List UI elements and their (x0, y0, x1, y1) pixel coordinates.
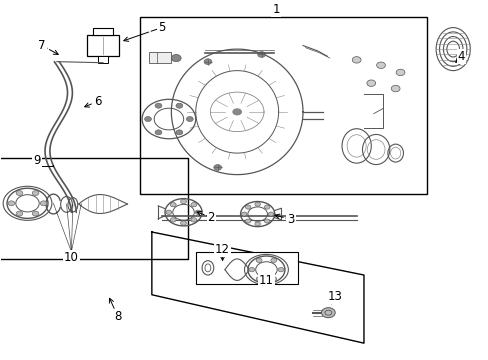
Circle shape (32, 211, 39, 216)
Text: 11: 11 (259, 274, 273, 287)
Circle shape (321, 308, 334, 318)
Text: 4: 4 (457, 50, 464, 63)
Circle shape (195, 210, 201, 215)
Circle shape (170, 218, 176, 222)
Circle shape (176, 103, 183, 108)
Bar (98, 56, 108, 63)
Circle shape (203, 59, 211, 64)
Circle shape (165, 210, 172, 215)
Circle shape (8, 201, 15, 206)
Circle shape (176, 130, 183, 135)
Text: 7: 7 (39, 39, 46, 52)
Circle shape (213, 165, 221, 170)
Circle shape (248, 267, 254, 272)
Circle shape (376, 62, 385, 68)
Text: 9: 9 (34, 154, 41, 167)
Circle shape (180, 221, 186, 225)
Circle shape (257, 51, 265, 57)
Text: 2: 2 (207, 211, 215, 224)
Text: 12: 12 (215, 243, 229, 256)
Circle shape (245, 205, 250, 209)
Bar (195, 252, 298, 284)
Circle shape (40, 201, 47, 206)
Circle shape (190, 218, 197, 222)
Bar (93, 28, 113, 35)
Circle shape (180, 199, 186, 204)
Circle shape (16, 190, 23, 195)
Circle shape (144, 117, 151, 122)
Bar (87, 35, 119, 56)
Bar (149, 52, 171, 63)
Circle shape (270, 258, 276, 262)
Bar (140, 17, 427, 194)
Circle shape (390, 85, 399, 92)
Text: 10: 10 (64, 251, 79, 264)
Text: 13: 13 (326, 290, 342, 303)
Circle shape (155, 130, 162, 135)
Circle shape (155, 103, 162, 108)
Circle shape (232, 108, 242, 116)
Circle shape (190, 202, 197, 207)
Circle shape (270, 277, 276, 281)
Text: 1: 1 (272, 3, 279, 16)
Circle shape (366, 80, 375, 86)
Circle shape (264, 219, 269, 223)
Circle shape (245, 219, 250, 223)
Circle shape (264, 205, 269, 209)
Circle shape (254, 222, 260, 226)
Circle shape (171, 54, 181, 62)
Circle shape (241, 212, 246, 216)
Circle shape (351, 57, 360, 63)
Circle shape (256, 258, 262, 262)
Circle shape (32, 190, 39, 195)
Text: 8: 8 (114, 310, 121, 323)
Circle shape (16, 211, 23, 216)
Circle shape (170, 202, 176, 207)
Text: 6: 6 (94, 95, 102, 108)
Circle shape (268, 212, 273, 216)
Circle shape (278, 267, 284, 272)
Circle shape (186, 117, 193, 122)
Text: 3: 3 (286, 213, 294, 226)
Circle shape (395, 69, 404, 76)
Text: 5: 5 (158, 21, 165, 34)
Circle shape (256, 277, 262, 281)
Circle shape (254, 202, 260, 206)
